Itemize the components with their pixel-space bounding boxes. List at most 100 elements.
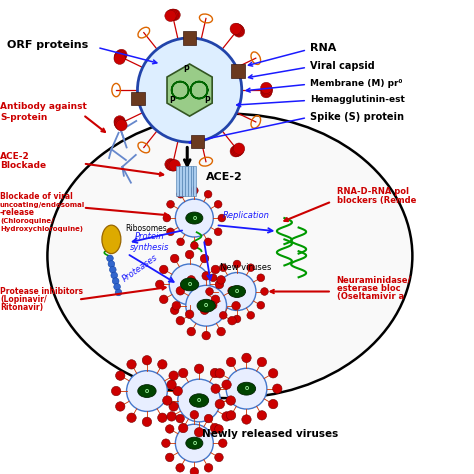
- Text: O: O: [235, 289, 239, 294]
- Circle shape: [257, 301, 264, 309]
- Circle shape: [165, 425, 174, 433]
- Text: O: O: [188, 282, 191, 287]
- Text: uncoating/endosomal: uncoating/endosomal: [0, 202, 85, 208]
- Text: Antibody against: Antibody against: [0, 102, 87, 111]
- Circle shape: [230, 146, 241, 157]
- Circle shape: [233, 26, 245, 37]
- Circle shape: [273, 384, 282, 393]
- Circle shape: [215, 400, 225, 409]
- Text: (Oseltamivir a: (Oseltamivir a: [337, 292, 404, 301]
- Circle shape: [222, 412, 231, 421]
- Circle shape: [167, 201, 174, 208]
- Polygon shape: [167, 64, 212, 116]
- Circle shape: [210, 274, 217, 282]
- Circle shape: [116, 119, 127, 131]
- Circle shape: [242, 353, 251, 363]
- Ellipse shape: [181, 278, 199, 291]
- Circle shape: [233, 144, 244, 155]
- Circle shape: [261, 86, 272, 98]
- FancyBboxPatch shape: [191, 166, 193, 196]
- Circle shape: [127, 371, 167, 411]
- Circle shape: [227, 410, 236, 420]
- Circle shape: [231, 145, 243, 156]
- FancyBboxPatch shape: [183, 31, 196, 45]
- Circle shape: [169, 402, 178, 411]
- Ellipse shape: [190, 394, 209, 407]
- Text: Membrane (M) pr⁰: Membrane (M) pr⁰: [310, 79, 403, 88]
- Circle shape: [116, 49, 127, 61]
- Circle shape: [228, 317, 237, 325]
- Circle shape: [173, 386, 182, 396]
- Circle shape: [111, 386, 121, 396]
- FancyBboxPatch shape: [193, 166, 196, 196]
- Text: RNA-D-RNA pol: RNA-D-RNA pol: [337, 188, 409, 196]
- Circle shape: [215, 425, 223, 433]
- Circle shape: [108, 261, 115, 267]
- Circle shape: [114, 116, 125, 127]
- Text: Newly released viruses: Newly released viruses: [202, 428, 338, 439]
- FancyBboxPatch shape: [179, 166, 182, 196]
- Text: ACE-2: ACE-2: [206, 172, 243, 182]
- Circle shape: [222, 380, 231, 389]
- Circle shape: [202, 272, 210, 280]
- Circle shape: [217, 328, 226, 336]
- Circle shape: [202, 331, 210, 340]
- Circle shape: [201, 306, 209, 315]
- Circle shape: [210, 368, 219, 378]
- Circle shape: [214, 201, 222, 208]
- Circle shape: [142, 417, 152, 427]
- Text: P: P: [170, 97, 175, 106]
- Circle shape: [162, 439, 170, 447]
- FancyBboxPatch shape: [131, 91, 145, 105]
- Circle shape: [218, 273, 256, 310]
- Circle shape: [228, 287, 237, 295]
- Circle shape: [261, 85, 273, 97]
- Circle shape: [191, 242, 198, 249]
- Circle shape: [206, 288, 213, 295]
- Circle shape: [163, 214, 171, 222]
- Circle shape: [114, 283, 120, 290]
- Circle shape: [185, 310, 194, 319]
- Circle shape: [210, 423, 219, 433]
- Text: Blockade: Blockade: [0, 162, 46, 170]
- Circle shape: [219, 311, 227, 319]
- Circle shape: [114, 53, 125, 64]
- Circle shape: [215, 369, 225, 378]
- Circle shape: [169, 160, 180, 171]
- Circle shape: [159, 265, 168, 274]
- Circle shape: [247, 264, 255, 272]
- Text: O: O: [245, 386, 248, 391]
- Circle shape: [115, 289, 122, 296]
- Circle shape: [268, 369, 278, 378]
- Circle shape: [115, 50, 126, 62]
- Circle shape: [218, 214, 226, 222]
- Circle shape: [230, 23, 241, 35]
- Text: S-protein: S-protein: [0, 113, 47, 121]
- Circle shape: [185, 250, 194, 259]
- Circle shape: [211, 265, 220, 274]
- Circle shape: [261, 82, 272, 94]
- Text: ACE-2: ACE-2: [0, 152, 30, 161]
- Circle shape: [114, 117, 126, 128]
- Circle shape: [158, 360, 167, 369]
- FancyBboxPatch shape: [185, 166, 188, 196]
- Circle shape: [179, 423, 188, 433]
- Circle shape: [177, 238, 184, 246]
- Circle shape: [204, 414, 213, 423]
- Circle shape: [167, 9, 179, 20]
- Circle shape: [204, 191, 212, 198]
- Text: Replication: Replication: [223, 211, 270, 220]
- Circle shape: [163, 396, 172, 405]
- Text: O: O: [197, 398, 201, 403]
- Circle shape: [261, 83, 273, 95]
- Circle shape: [215, 453, 223, 462]
- Text: Proteases: Proteases: [120, 252, 159, 283]
- Circle shape: [210, 301, 217, 309]
- Ellipse shape: [186, 212, 203, 224]
- Text: P: P: [204, 97, 210, 106]
- Circle shape: [142, 356, 152, 365]
- Circle shape: [268, 400, 278, 409]
- Circle shape: [169, 264, 210, 305]
- Circle shape: [172, 301, 181, 310]
- Circle shape: [165, 159, 176, 170]
